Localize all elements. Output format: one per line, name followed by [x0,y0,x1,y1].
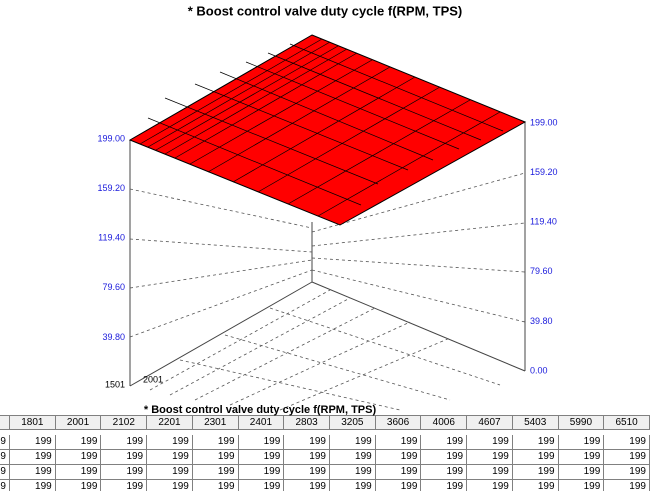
table-cell: 199 [10,465,56,480]
data-table: 1801 2001 2102 2201 2301 2401 2803 3205 3606 4006… [0,415,650,491]
table-cell: 199 [512,435,559,450]
header-cell: 2102 [101,415,148,430]
surface-plot: * Boost control valve duty cycle f(RPM, … [97,3,558,411]
table-cell: 199 [101,450,148,465]
plot-title: * Boost control valve duty cycle f(RPM, … [188,3,463,18]
table-cell: 199 [147,465,193,480]
table-cell: 199 [421,465,468,480]
header-cell: 6510 [604,415,650,430]
floor-label: 1501 [105,379,125,389]
left-axis-label: 119.40 [98,233,125,243]
table-cell: 199 [56,480,102,491]
table-cell: 199 [55,465,102,480]
table-cell: 199 [239,480,285,491]
table-cell: 199 [467,435,513,450]
table-cell: 199 [375,450,422,465]
table-cell: 199 [512,450,559,465]
surface-mesh [129,34,504,217]
table-cell: 199 [0,450,10,465]
table-cell: 199 [192,435,239,450]
table-cell: 199 [330,465,376,480]
table-cell: 199 [284,480,330,491]
header-cell: 4607 [467,415,513,430]
table-cell: 199 [376,480,422,491]
table-title: * Boost control valve duty cycle f(RPM, … [143,404,377,416]
table-cell: 199 [513,480,559,491]
table-cell: 199 [192,450,239,465]
header-cell: 5403 [512,415,559,430]
surface [128,34,527,226]
table-cell: 199 [421,435,468,450]
header-cell: 2803 [284,415,330,430]
table-cell: 199 [604,465,650,480]
left-axis-label: 159.20 [97,183,125,193]
table-cell: 199 [238,450,285,465]
header-cell: 2301 [192,415,239,430]
table-cell: 199 [558,465,605,480]
table-cell: 199 [0,480,10,491]
right-axis-label: 159.20 [530,167,558,177]
right-axis-label: 0.00 [530,365,548,375]
table-cell: 199 [193,480,239,491]
left-axis-label: 199.00 [97,133,125,143]
table-cell: 199 [147,480,193,491]
table-cell: 199 [284,465,330,480]
table-cell: 199 [558,435,605,450]
floor-label: 2001 [143,374,163,384]
header-cell [0,415,10,430]
table-cell: 199 [10,450,56,465]
right-axis-label: 199.00 [530,117,558,127]
table-cell: 199 [238,465,285,480]
header-cell: 4006 [421,415,468,430]
table-cell: 199 [512,465,559,480]
table-cell: 199 [558,450,605,465]
right-axis-label: 79.60 [530,266,553,276]
header-cell: 3205 [330,415,376,430]
table-cell: 199 [604,450,650,465]
table-cell: 199 [467,480,513,491]
grid-lines [129,172,526,411]
table-cell: 199 [147,450,193,465]
table-cell: 199 [101,435,148,450]
table-cell: 199 [10,435,56,450]
table-cell: 199 [0,465,10,480]
table-cell: 199 [467,450,513,465]
header-cell: 2201 [147,415,193,430]
table-cell: 199 [238,435,285,450]
table-cell: 199 [375,465,422,480]
table-cell: 199 [101,465,148,480]
table-cell: 199 [421,450,468,465]
table-cell: 199 [559,480,605,491]
table-cell: 199 [604,435,650,450]
table-cell: 199 [375,435,422,450]
table-cell: 199 [330,450,376,465]
header-cell: 3606 [375,415,422,430]
left-axis-label: 39.80 [102,332,125,342]
table-cell: 199 [147,435,193,450]
table-cell: 199 [101,480,148,491]
table-cell: 199 [467,465,513,480]
table-cell: 199 [0,435,10,450]
table-cell: 199 [330,480,376,491]
table-cell: 199 [421,480,468,491]
table-cell: 199 [284,450,330,465]
table-cell: 199 [192,465,239,480]
left-axis-label: 79.60 [102,282,125,292]
table-cell: 199 [330,435,376,450]
table-cell: 199 [604,480,650,491]
header-cell: 2401 [238,415,285,430]
table-cell: 199 [10,480,56,491]
right-axis-label: 119.40 [530,217,557,227]
header-cell: 1801 [10,415,56,430]
table-cell: 199 [55,450,102,465]
right-axis-label: 39.80 [530,316,553,326]
table-cell: 199 [284,435,330,450]
header-cell: 2001 [55,415,102,430]
table-cell: 199 [55,435,102,450]
header-cell: 5990 [558,415,605,430]
